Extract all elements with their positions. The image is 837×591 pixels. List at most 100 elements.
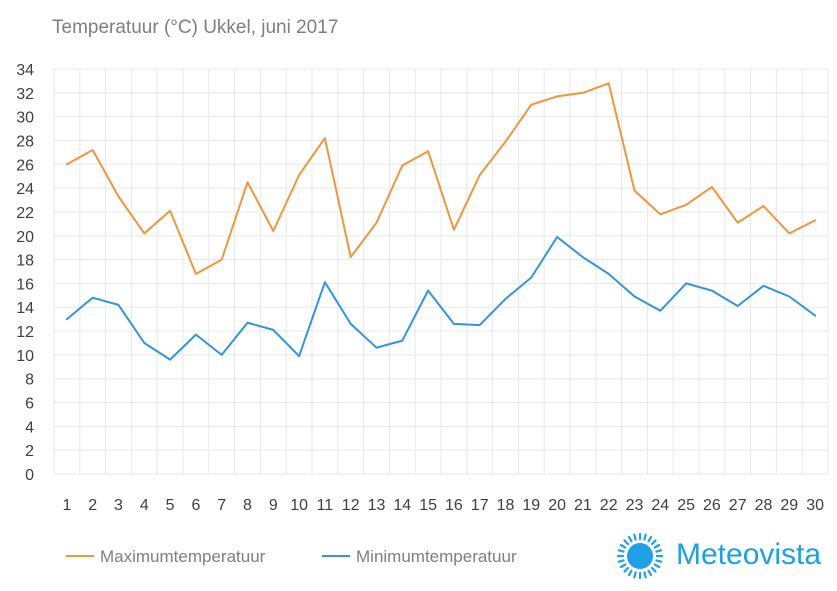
y-tick-label: 18 xyxy=(16,253,34,270)
series-0-point xyxy=(349,256,352,259)
y-tick-label: 34 xyxy=(16,62,34,79)
legend: Maximumtemperatuur Minimumtemperatuur xyxy=(66,547,517,566)
series-1-point xyxy=(349,323,352,325)
series-1-point xyxy=(375,346,378,349)
series-0-point xyxy=(788,232,791,235)
x-tick-label: 20 xyxy=(548,497,566,514)
series-1-point xyxy=(453,323,455,325)
series-0-point xyxy=(272,230,275,232)
y-tick-label: 10 xyxy=(16,348,34,365)
x-tick-label: 18 xyxy=(497,497,515,514)
series-0-point xyxy=(633,189,636,192)
x-tick-label: 9 xyxy=(269,497,278,514)
series-0-point xyxy=(582,92,584,94)
x-tick-label: 8 xyxy=(243,497,252,514)
series-0-point xyxy=(607,82,610,85)
series-0-point xyxy=(762,205,765,207)
x-tick-label: 1 xyxy=(62,497,71,514)
series-1-point xyxy=(246,321,249,324)
series-0-point xyxy=(117,195,120,198)
series-0-point xyxy=(453,229,455,231)
x-tick-label: 11 xyxy=(317,497,334,514)
series-1-point xyxy=(169,358,171,361)
x-tick-label: 2 xyxy=(88,497,97,514)
x-tick-label: 17 xyxy=(471,497,489,514)
x-tick-label: 10 xyxy=(290,497,308,514)
series-0-point xyxy=(530,103,533,106)
series-1-point xyxy=(272,329,275,331)
series-1-point xyxy=(298,355,300,357)
series-0-point xyxy=(246,181,249,183)
x-tick-label: 19 xyxy=(522,497,540,514)
y-tick-label: 8 xyxy=(25,372,34,389)
x-axis-tick-labels: 1 2 3 4 5 6 7 8 9 10 11 12 13 14 15 16 17 18 19 20 21 22 23 24 2… xyxy=(62,497,824,514)
series-lines xyxy=(65,82,817,361)
series-0-point xyxy=(195,273,197,275)
series-1-point xyxy=(427,289,429,292)
brand-name: Meteovista xyxy=(676,538,821,571)
x-tick-label: 7 xyxy=(217,497,226,514)
y-tick-label: 30 xyxy=(16,110,34,127)
series-0-point xyxy=(556,95,558,98)
y-tick-label: 20 xyxy=(16,229,34,246)
series-0-point xyxy=(324,137,326,139)
series-line-1 xyxy=(65,236,817,361)
series-0-point xyxy=(736,221,739,224)
y-tick-label: 4 xyxy=(25,419,34,436)
series-0-point xyxy=(504,140,507,143)
series-1-point xyxy=(478,324,481,326)
series-1-point xyxy=(711,289,713,292)
series-1-point xyxy=(66,318,68,320)
series-1-point xyxy=(814,314,816,317)
series-0-point xyxy=(220,258,223,261)
x-tick-label: 28 xyxy=(755,497,773,514)
x-tick-label: 15 xyxy=(419,497,437,514)
series-1-point xyxy=(633,295,636,298)
x-tick-label: 4 xyxy=(140,497,149,514)
y-tick-label: 32 xyxy=(16,86,34,103)
x-tick-label: 16 xyxy=(445,497,463,514)
series-1-point xyxy=(736,305,739,307)
y-tick-label: 0 xyxy=(25,467,34,484)
y-tick-label: 16 xyxy=(16,276,34,293)
series-0-point xyxy=(478,174,481,176)
series-line-0 xyxy=(65,82,817,275)
series-0-point xyxy=(659,213,662,216)
series-1-point xyxy=(556,236,558,238)
x-tick-label: 21 xyxy=(574,497,592,514)
series-1-point xyxy=(504,298,507,300)
y-tick-label: 2 xyxy=(25,443,34,460)
series-0-point xyxy=(66,163,68,166)
series-0-point xyxy=(169,209,171,212)
series-1-point xyxy=(762,284,765,287)
x-tick-label: 25 xyxy=(677,497,695,514)
x-tick-label: 5 xyxy=(166,497,175,514)
y-tick-label: 12 xyxy=(16,324,34,341)
series-0-point xyxy=(401,164,404,167)
series-0-point xyxy=(711,186,713,188)
series-0-point xyxy=(814,219,816,222)
brand-logo: Meteovista xyxy=(616,532,821,580)
series-1-point xyxy=(117,304,120,306)
series-0-point xyxy=(298,174,300,176)
y-tick-label: 22 xyxy=(16,205,34,222)
series-0-point xyxy=(427,150,429,152)
y-tick-label: 6 xyxy=(25,396,34,413)
x-tick-label: 30 xyxy=(806,497,824,514)
x-tick-label: 24 xyxy=(651,497,669,514)
series-0-point xyxy=(375,221,378,224)
x-tick-label: 12 xyxy=(342,497,360,514)
series-0-point xyxy=(143,232,146,235)
x-tick-label: 3 xyxy=(114,497,123,514)
x-tick-label: 26 xyxy=(703,497,721,514)
x-tick-label: 13 xyxy=(368,497,386,514)
series-1-point xyxy=(788,295,791,298)
y-tick-label: 26 xyxy=(16,157,34,174)
x-tick-label: 23 xyxy=(626,497,644,514)
y-tick-label: 14 xyxy=(16,300,34,317)
series-1-point xyxy=(195,333,197,336)
x-tick-label: 22 xyxy=(600,497,618,514)
series-1-point xyxy=(401,339,404,342)
